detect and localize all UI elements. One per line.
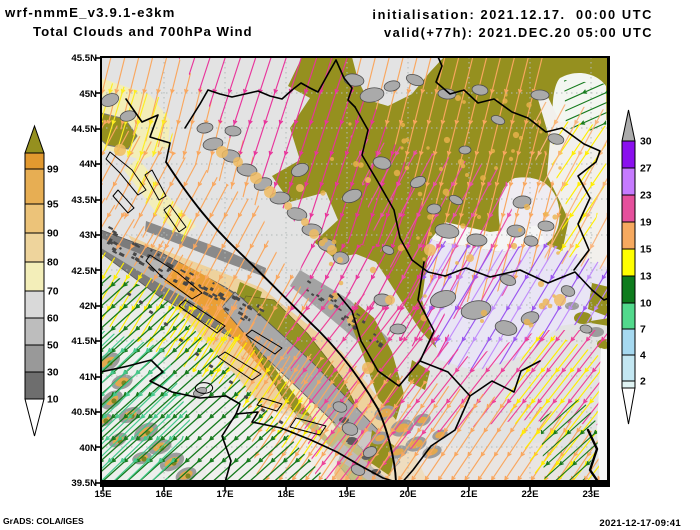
svg-text:95: 95 (47, 200, 59, 211)
svg-text:45.5N: 45.5N (71, 53, 97, 64)
svg-text:27: 27 (640, 164, 652, 175)
svg-text:18E: 18E (277, 489, 295, 500)
svg-text:42.5N: 42.5N (71, 266, 97, 277)
svg-text:50: 50 (47, 341, 59, 352)
svg-text:19E: 19E (338, 489, 356, 500)
svg-text:initialisation: 2021.12.17. 0: initialisation: 2021.12.17. 00:00 UTC (372, 7, 653, 22)
svg-text:Total Clouds and 700hPa Wind: Total Clouds and 700hPa Wind (33, 24, 253, 39)
svg-text:45N: 45N (79, 89, 97, 100)
svg-text:10: 10 (640, 299, 652, 310)
svg-text:wrf-nmmE_v3.9.1-e3km: wrf-nmmE_v3.9.1-e3km (4, 5, 176, 20)
svg-text:15E: 15E (94, 489, 112, 500)
svg-text:44.5N: 44.5N (71, 124, 97, 135)
svg-text:20E: 20E (399, 489, 417, 500)
svg-text:99: 99 (47, 165, 59, 176)
svg-text:21E: 21E (460, 489, 478, 500)
svg-text:22E: 22E (521, 489, 539, 500)
svg-text:43.5N: 43.5N (71, 195, 97, 206)
svg-text:40.5N: 40.5N (71, 407, 97, 418)
svg-text:19: 19 (640, 218, 652, 229)
svg-text:40N: 40N (79, 443, 97, 454)
svg-text:30: 30 (47, 368, 59, 379)
svg-text:90: 90 (47, 229, 59, 240)
svg-text:41.5N: 41.5N (71, 336, 97, 347)
svg-text:60: 60 (47, 314, 59, 325)
svg-text:16E: 16E (155, 489, 173, 500)
svg-text:44N: 44N (79, 159, 97, 170)
svg-text:GrADS: COLA/IGES: GrADS: COLA/IGES (3, 516, 84, 526)
svg-text:70: 70 (47, 287, 59, 298)
svg-text:43N: 43N (79, 230, 97, 241)
svg-text:30: 30 (640, 137, 652, 148)
svg-text:2021-12-17-09:41: 2021-12-17-09:41 (599, 518, 681, 529)
svg-text:7: 7 (640, 325, 646, 336)
svg-text:valid(+77h): 2021.DEC.20 05:00: valid(+77h): 2021.DEC.20 05:00 UTC (384, 25, 653, 40)
svg-text:15: 15 (640, 245, 652, 256)
svg-text:42N: 42N (79, 301, 97, 312)
svg-text:23: 23 (640, 191, 652, 202)
svg-text:23E: 23E (582, 489, 600, 500)
svg-text:39.5N: 39.5N (71, 478, 97, 489)
svg-text:17E: 17E (216, 489, 234, 500)
svg-text:41N: 41N (79, 372, 97, 383)
svg-text:2: 2 (640, 377, 646, 388)
svg-text:80: 80 (47, 258, 59, 269)
svg-text:13: 13 (640, 272, 652, 283)
svg-text:10: 10 (47, 395, 59, 406)
svg-text:4: 4 (640, 351, 646, 362)
